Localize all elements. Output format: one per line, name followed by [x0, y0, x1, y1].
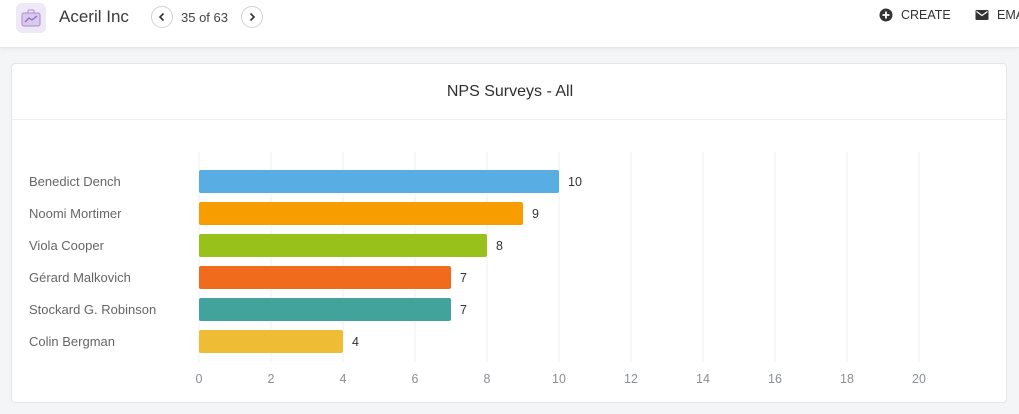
category-label: Benedict Dench — [29, 174, 121, 189]
data-label: 9 — [532, 207, 539, 221]
x-tick-label: 10 — [552, 372, 566, 386]
bar[interactable] — [199, 170, 559, 193]
data-label: 7 — [460, 271, 467, 285]
data-label: 10 — [568, 175, 582, 189]
email-button[interactable]: EMAIL — [975, 8, 1019, 22]
bar[interactable] — [199, 266, 451, 289]
nps-surveys-card: NPS Surveys - All 0 2 4 6 8 10 12 14 16 18 20 Bened… — [11, 63, 1007, 403]
x-tick-label: 0 — [196, 372, 203, 386]
category-label: Gérard Malkovich — [29, 270, 131, 285]
x-tick-label: 6 — [412, 372, 419, 386]
category-label: Colin Bergman — [29, 334, 115, 349]
bar[interactable] — [199, 298, 451, 321]
bar[interactable] — [199, 330, 343, 353]
card-title: NPS Surveys - All — [12, 64, 1006, 120]
x-tick-label: 18 — [840, 372, 854, 386]
x-tick-label: 16 — [768, 372, 782, 386]
x-tick-label: 20 — [912, 372, 926, 386]
chevron-left-icon — [158, 12, 165, 22]
x-tick-label: 12 — [624, 372, 638, 386]
briefcase-chart-icon — [16, 3, 46, 33]
create-button[interactable]: CREATE — [879, 8, 951, 22]
envelope-icon — [975, 10, 989, 20]
x-tick-label: 14 — [696, 372, 710, 386]
bar[interactable] — [199, 234, 487, 257]
email-label: EMAIL — [997, 8, 1019, 22]
chevron-right-icon — [249, 12, 256, 22]
category-label: Stockard G. Robinson — [29, 302, 156, 317]
previous-record-button[interactable] — [151, 6, 173, 28]
nps-bar-chart: 0 2 4 6 8 10 12 14 16 18 20 Benedict Dench 10 Noomi M… — [29, 152, 926, 386]
data-label: 7 — [460, 303, 467, 317]
data-label: 8 — [496, 239, 503, 253]
data-label: 4 — [352, 335, 359, 349]
x-tick-label: 2 — [268, 372, 275, 386]
plus-circle-icon — [879, 8, 893, 22]
top-bar: Aceril Inc 35 of 63 CREATE EMAIL — [0, 0, 1019, 48]
x-tick-label: 4 — [340, 372, 347, 386]
bar[interactable] — [199, 202, 523, 225]
create-label: CREATE — [901, 8, 951, 22]
category-label: Noomi Mortimer — [29, 206, 122, 221]
company-name: Aceril Inc — [59, 7, 129, 26]
record-position: 35 of 63 — [181, 10, 228, 25]
category-label: Viola Cooper — [29, 238, 105, 253]
next-record-button[interactable] — [241, 6, 263, 28]
x-tick-label: 8 — [484, 372, 491, 386]
